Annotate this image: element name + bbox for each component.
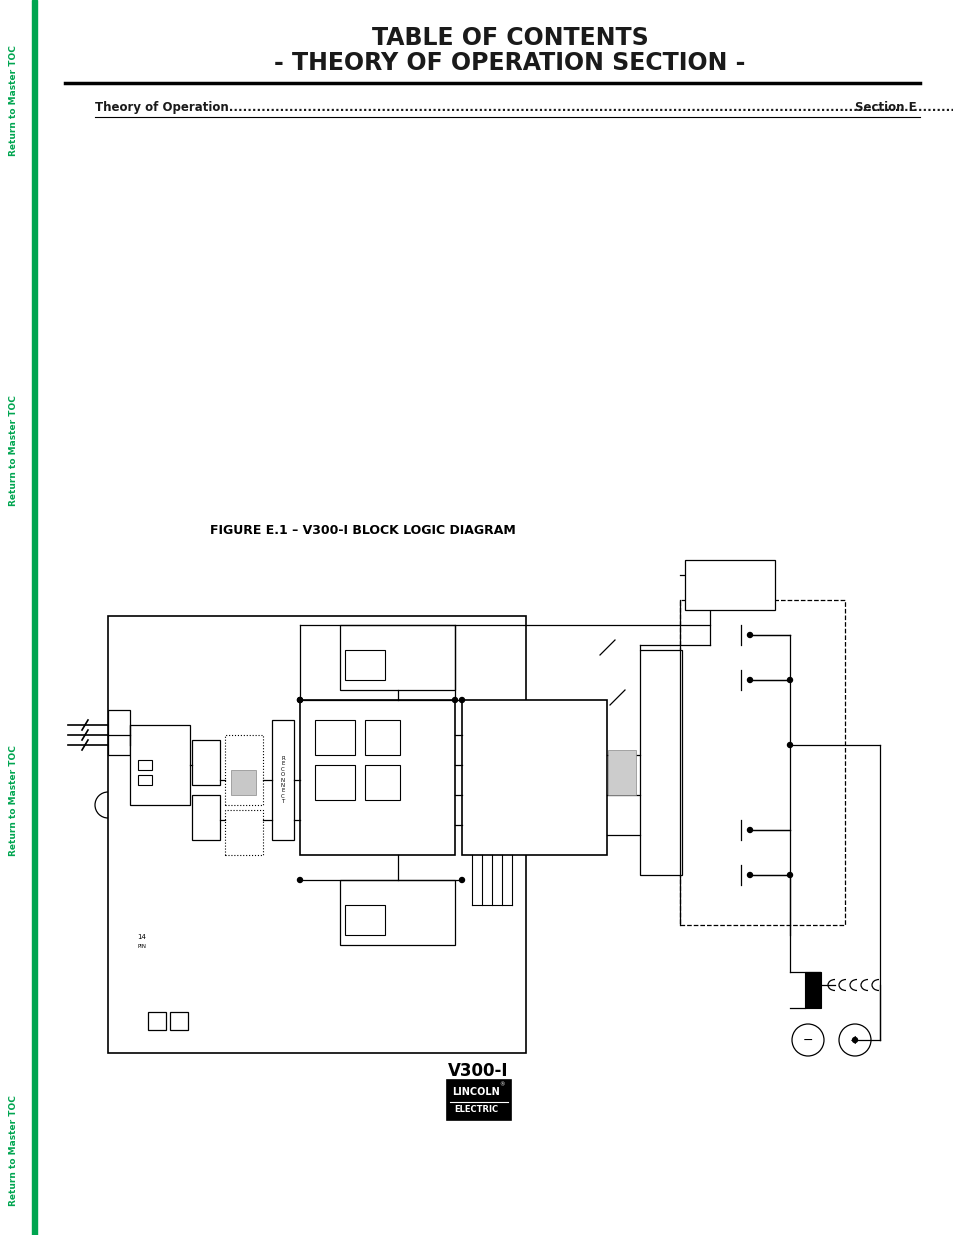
Bar [447,1079,511,1120]
Bar [461,700,606,855]
Text: V300-I: V300-I [447,1062,508,1079]
Bar [639,650,681,876]
Circle shape [459,698,464,703]
Text: LINCOLN: LINCOLN [452,1087,499,1097]
Text: Section E: Section E [854,100,916,114]
Bar [138,776,152,785]
Bar [607,750,636,795]
Bar [345,905,385,935]
Bar [225,735,263,805]
Circle shape [297,698,302,703]
Bar [339,881,455,945]
Bar [345,650,385,680]
Bar [148,1011,166,1030]
Bar [225,810,263,855]
Text: R
E
C
O
N
N
E
C
T: R E C O N N E C T [280,756,285,804]
Text: Return to Master TOC: Return to Master TOC [10,1095,18,1205]
Circle shape [786,872,792,878]
Circle shape [747,678,752,683]
Bar [138,760,152,769]
Text: Return to Master TOC: Return to Master TOC [10,745,18,856]
Circle shape [747,632,752,637]
Circle shape [786,678,792,683]
Circle shape [852,1037,857,1042]
Bar [679,600,844,925]
Text: ®: ® [498,1083,504,1088]
Text: ELECTRIC: ELECTRIC [454,1105,497,1114]
Text: - THEORY OF OPERATION SECTION -: - THEORY OF OPERATION SECTION - [274,51,745,75]
Circle shape [452,698,457,703]
Text: Theory of Operation.............................................................: Theory of Operation.....................… [95,100,953,114]
Ellipse shape [370,894,425,932]
Text: PIN: PIN [137,944,147,948]
Bar [365,764,399,800]
Circle shape [459,878,464,883]
Circle shape [297,878,302,883]
Circle shape [786,742,792,747]
Bar [314,764,355,800]
Bar [170,1011,188,1030]
Bar [299,700,455,855]
Bar [192,740,220,785]
Text: Return to Master TOC: Return to Master TOC [10,395,18,506]
Bar [314,720,355,755]
Text: Return to Master TOC: Return to Master TOC [10,44,18,156]
Text: TABLE OF CONTENTS: TABLE OF CONTENTS [372,26,648,49]
Ellipse shape [370,638,425,676]
Bar [272,720,294,840]
Bar [339,625,455,690]
Bar [365,720,399,755]
Circle shape [747,827,752,832]
Bar [108,616,525,1053]
Text: +: + [849,1034,860,1046]
Bar [804,972,821,1008]
Bar [130,725,190,805]
Bar [231,769,255,795]
Text: −: − [801,1034,812,1046]
Text: FIGURE E.1 – V300-I BLOCK LOGIC DIAGRAM: FIGURE E.1 – V300-I BLOCK LOGIC DIAGRAM [210,524,516,536]
Bar [684,559,774,610]
Bar [192,795,220,840]
Bar [448,1081,510,1119]
Bar [108,710,130,755]
Circle shape [297,698,302,703]
Bar [32,0,37,1235]
Text: 14: 14 [137,934,146,940]
Circle shape [747,872,752,878]
